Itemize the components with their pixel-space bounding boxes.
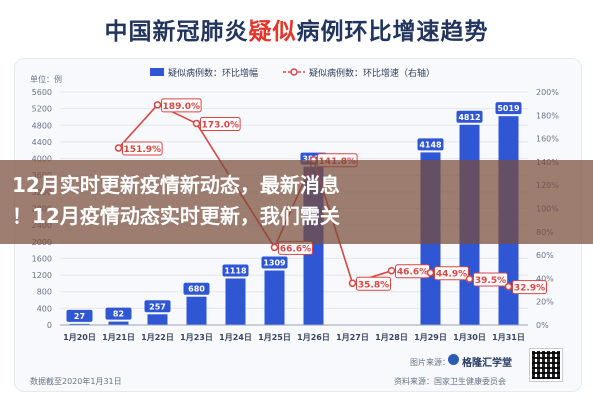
line-point bbox=[153, 101, 162, 109]
line-label-box bbox=[356, 276, 391, 291]
bar bbox=[264, 270, 285, 325]
line-value-label: 44.9% bbox=[436, 270, 467, 280]
bar-value-label: 5019 bbox=[497, 104, 520, 113]
bar-value-label: 82 bbox=[113, 310, 124, 319]
bar bbox=[186, 296, 207, 325]
legend-bar-label: 疑似病例数：环比增幅 bbox=[168, 67, 258, 79]
line-point bbox=[348, 279, 357, 288]
y-left-tick-label: 400 bbox=[37, 304, 52, 313]
bar-label-box bbox=[183, 282, 210, 295]
headline-line-1: 12月实时更新疫情新动态，最新消息 bbox=[12, 173, 340, 197]
bar-label-box bbox=[417, 138, 444, 151]
y-left-tick-label: 5600 bbox=[32, 88, 52, 97]
headline-line-2: ！12月疫情动态实时更新，我们需关 bbox=[12, 204, 340, 228]
title-part2: 病例环比增速趋势 bbox=[296, 19, 489, 45]
y-left-tick-label: 4400 bbox=[32, 138, 52, 147]
y-right-tick-label: 60% bbox=[536, 251, 554, 260]
line-segment bbox=[117, 104, 159, 149]
page-title: 中国新冠肺炎疑似病例环比增速趋势 bbox=[0, 12, 593, 46]
line-label-box bbox=[122, 141, 163, 156]
x-tick-label: 1月29日 bbox=[414, 333, 447, 342]
y-right-tick-label: 200% bbox=[536, 88, 559, 97]
headline-text: 12月实时更新疫情新动态，最新消息 ！12月疫情动态实时更新，我们需关 bbox=[12, 170, 582, 232]
y-right-tick-label: 180% bbox=[536, 111, 559, 120]
x-tick-label: 1月21日 bbox=[102, 333, 135, 342]
y-right-tick-label: 160% bbox=[536, 135, 559, 144]
x-tick-label: 1月27日 bbox=[336, 333, 369, 342]
legend-line-label: 疑似病例数：环比增速（右轴） bbox=[309, 67, 435, 79]
y-left-tick-label: 800 bbox=[37, 288, 52, 297]
bar-value-label: 1118 bbox=[224, 266, 247, 275]
x-tick-label: 1月31日 bbox=[492, 333, 525, 342]
y-left-tick-label: 4000 bbox=[32, 155, 52, 164]
line-label-box bbox=[161, 98, 202, 113]
y-left-tick-label: 0 bbox=[47, 321, 52, 330]
brand-logo-icon bbox=[448, 354, 459, 365]
bar bbox=[147, 314, 168, 325]
line-point bbox=[465, 275, 474, 283]
bar-label-box bbox=[222, 264, 249, 277]
y-right-tick-label: 20% bbox=[536, 298, 554, 307]
line-point bbox=[504, 282, 513, 291]
x-tick-label: 1月24日 bbox=[219, 333, 252, 342]
line-label-box bbox=[512, 280, 547, 295]
headline-banner: 12月实时更新疫情新动态，最新消息 ！12月疫情动态实时更新，我们需关 bbox=[0, 160, 593, 244]
line-value-label: 46.6% bbox=[397, 268, 428, 278]
bar-value-label: 27 bbox=[74, 312, 85, 321]
line-value-label: 39.5% bbox=[475, 276, 506, 286]
bar-label-box bbox=[495, 102, 522, 115]
bar-value-label: 1309 bbox=[263, 259, 286, 268]
bar-label-box bbox=[261, 256, 288, 269]
bar-value-label: 4148 bbox=[419, 140, 442, 149]
x-tick-label: 1月30日 bbox=[453, 333, 486, 342]
legend-line-marker bbox=[290, 68, 298, 76]
line-label-box bbox=[200, 116, 241, 131]
y-left-tick-label: 1200 bbox=[32, 271, 52, 280]
x-tick-label: 1月20日 bbox=[63, 333, 96, 342]
x-tick-label: 1月28日 bbox=[375, 333, 408, 342]
bar bbox=[108, 321, 129, 325]
title-highlight: 疑似 bbox=[248, 19, 297, 45]
source-note: 数据截至2020年1月31日 bbox=[30, 377, 122, 386]
line-point bbox=[426, 268, 435, 277]
y-left-tick-label: 5200 bbox=[32, 105, 52, 114]
y-left-axis-label: 单位：例 bbox=[30, 74, 62, 84]
y-right-tick-label: 40% bbox=[536, 274, 554, 283]
line-value-label: 35.8% bbox=[358, 280, 389, 290]
bar-label-box bbox=[105, 307, 132, 320]
line-point bbox=[270, 243, 279, 252]
line-label-box bbox=[473, 272, 508, 287]
line-value-label: 173.0% bbox=[202, 120, 240, 130]
image-source-label: 图片来源： bbox=[410, 358, 450, 367]
line-point bbox=[114, 144, 123, 152]
x-tick-label: 1月22日 bbox=[141, 333, 174, 342]
bar-value-label: 680 bbox=[188, 285, 205, 294]
x-tick-label: 1月25日 bbox=[258, 333, 291, 342]
brand-name: 格隆汇学堂 bbox=[462, 358, 512, 369]
x-tick-label: 1月23日 bbox=[180, 333, 213, 342]
data-source: 资料来源：国家卫生健康委员会 bbox=[394, 377, 506, 386]
line-value-label: 32.9% bbox=[514, 284, 545, 294]
qr-code-icon bbox=[529, 348, 563, 382]
y-left-tick-label: 1600 bbox=[32, 254, 52, 263]
bar-label-box bbox=[456, 110, 483, 123]
line-value-label: 189.0% bbox=[163, 102, 201, 112]
line-value-label: 66.6% bbox=[280, 244, 311, 254]
bar-label-box bbox=[144, 300, 171, 313]
y-left-tick-label: 4800 bbox=[32, 121, 52, 130]
legend-bar-swatch bbox=[150, 68, 164, 76]
title-part1: 中国新冠肺炎 bbox=[104, 19, 249, 45]
line-value-label: 151.9% bbox=[124, 145, 162, 155]
y-right-tick-label: 0% bbox=[536, 321, 549, 330]
line-point bbox=[192, 119, 201, 128]
bar-value-label: 4812 bbox=[458, 113, 480, 122]
bar-label-box bbox=[66, 309, 93, 322]
x-tick-label: 1月26日 bbox=[297, 333, 330, 342]
bar-value-label: 257 bbox=[149, 302, 166, 311]
line-label-box bbox=[434, 266, 469, 281]
line-point bbox=[387, 266, 396, 275]
bar bbox=[225, 278, 246, 325]
bar bbox=[69, 323, 90, 325]
